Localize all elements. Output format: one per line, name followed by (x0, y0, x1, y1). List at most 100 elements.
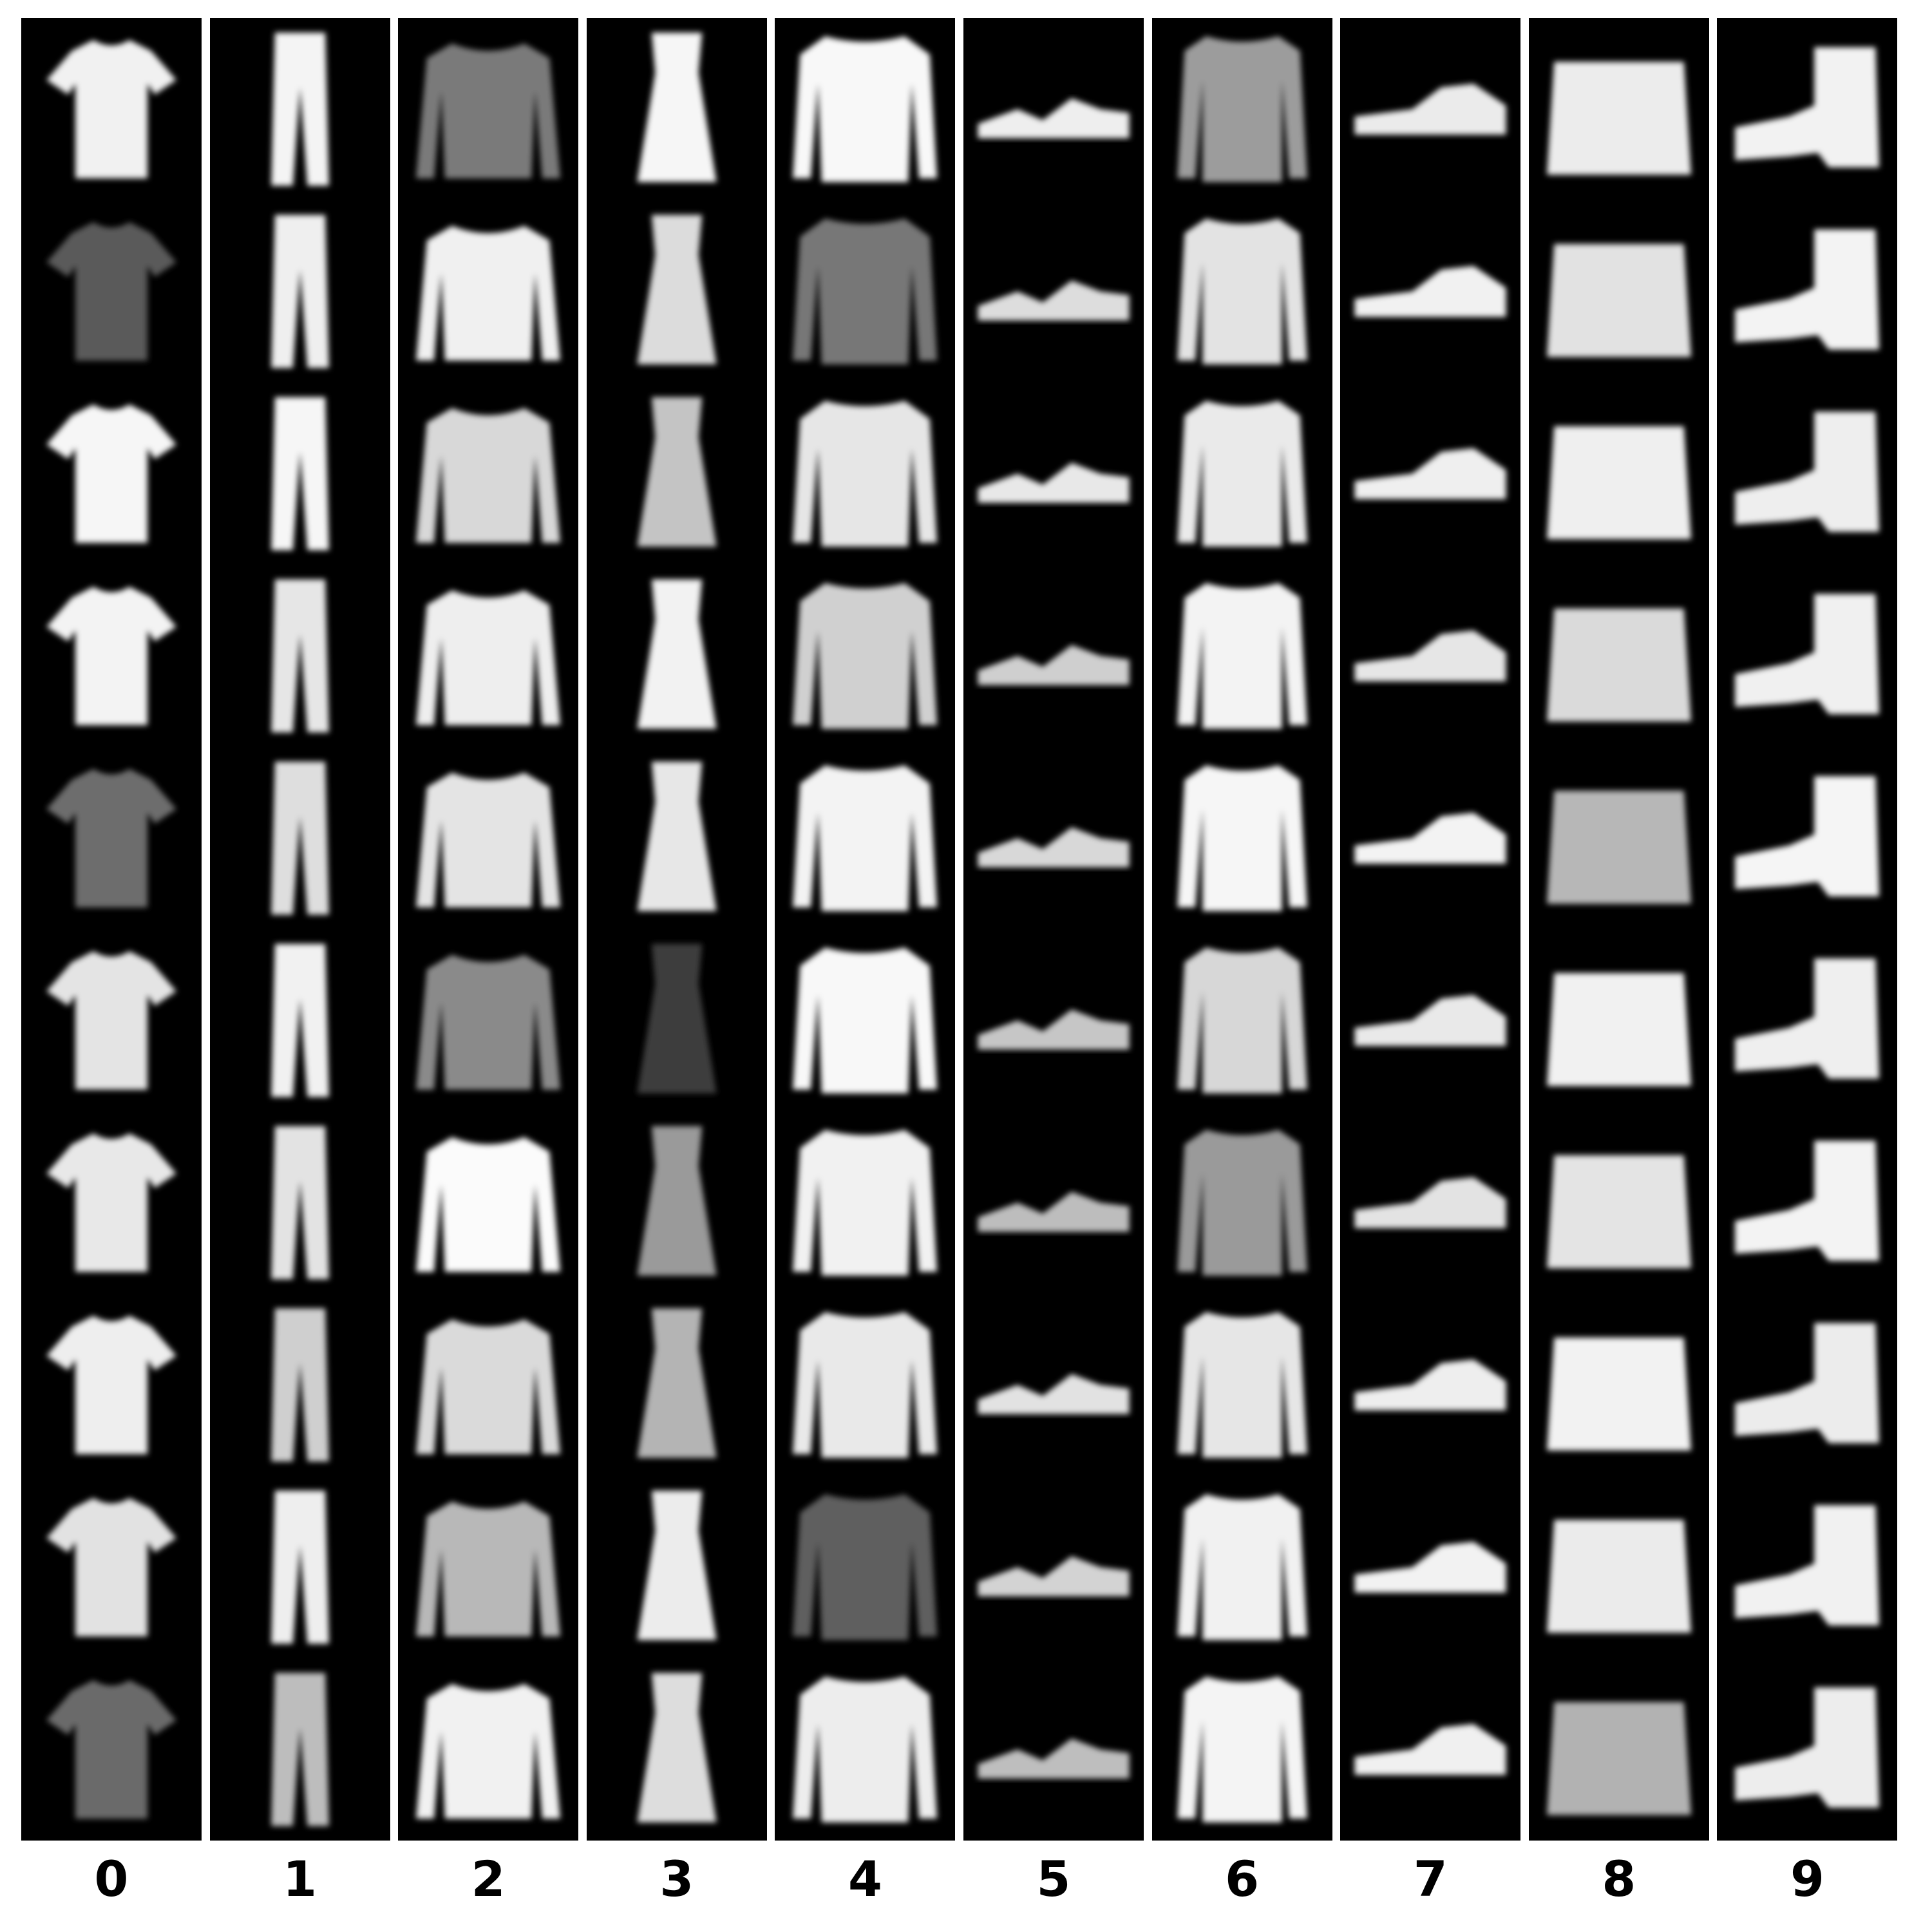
boot-shape (1735, 1323, 1880, 1444)
pullover-shape (416, 772, 561, 908)
sample-image (1152, 929, 1332, 1112)
pullover-sample (416, 43, 561, 179)
sample-image (587, 18, 767, 200)
sample-image (21, 747, 202, 929)
sample-image (1340, 929, 1520, 1112)
sample-image (1152, 200, 1332, 383)
bag-sample (1546, 1155, 1691, 1269)
pullover-shape (416, 590, 561, 726)
trouser-shape (270, 1490, 329, 1644)
trouser-sample (270, 1308, 329, 1462)
sample-image (210, 1476, 390, 1658)
bag-sample (1546, 1519, 1691, 1633)
sandal-shape (978, 98, 1130, 138)
trouser-sample (270, 761, 329, 915)
coat-sample (793, 947, 938, 1094)
sample-image (1340, 565, 1520, 747)
sample-image (587, 565, 767, 747)
sample-image (775, 383, 955, 565)
sample-image (210, 383, 390, 565)
shirt-sample (1177, 765, 1307, 911)
trouser-shape (270, 761, 329, 915)
pullover-sample (416, 1501, 561, 1637)
boot-sample (1735, 1687, 1880, 1808)
sample-image (775, 1658, 955, 1841)
tshirt-sample (46, 1497, 176, 1637)
shirt-sample (1177, 401, 1307, 547)
sample-image (963, 747, 1144, 929)
sample-image (1717, 929, 1897, 1112)
shirt-shape (1177, 947, 1307, 1094)
dress-sample (637, 943, 717, 1094)
dress-sample (637, 761, 717, 911)
pullover-shape (416, 1137, 561, 1273)
image-column-2 (398, 18, 579, 1841)
shirt-shape (1177, 1130, 1307, 1276)
sneaker-sample (1354, 1541, 1506, 1593)
boot-shape (1735, 229, 1880, 350)
coat-shape (793, 765, 938, 911)
boot-shape (1735, 594, 1880, 715)
coat-shape (793, 1676, 938, 1823)
sample-image (1152, 383, 1332, 565)
sandal-sample (978, 1374, 1130, 1414)
pullover-sample (416, 954, 561, 1090)
boot-sample (1735, 412, 1880, 533)
coat-sample (793, 1312, 938, 1458)
bag-sample (1546, 1701, 1691, 1815)
bag-sample (1546, 426, 1691, 540)
trouser-shape (270, 397, 329, 551)
pullover-sample (416, 590, 561, 726)
shirt-shape (1177, 218, 1307, 365)
shirt-shape (1177, 1676, 1307, 1823)
coat-shape (793, 1312, 938, 1458)
sneaker-sample (1354, 1723, 1506, 1776)
image-column-3 (586, 18, 767, 1841)
pullover-shape (416, 1683, 561, 1819)
sample-image (587, 383, 767, 565)
pullover-sample (416, 1683, 561, 1819)
pullover-sample (416, 1137, 561, 1273)
pullover-shape (416, 225, 561, 361)
bag-sample (1546, 972, 1691, 1086)
sample-image (1529, 929, 1709, 1112)
sample-image (398, 565, 578, 747)
coat-sample (793, 218, 938, 365)
dress-shape (637, 214, 717, 365)
dress-sample (637, 1308, 717, 1458)
bag-shape (1546, 1155, 1691, 1269)
trouser-sample (270, 1672, 329, 1826)
sneaker-shape (1354, 994, 1506, 1046)
coat-shape (793, 36, 938, 182)
sneaker-shape (1354, 1359, 1506, 1411)
tshirt-shape (46, 404, 176, 544)
sample-image (1340, 747, 1520, 929)
dress-shape (637, 1126, 717, 1276)
boot-sample (1735, 776, 1880, 897)
sample-image (21, 565, 202, 747)
sneaker-sample (1354, 1177, 1506, 1229)
tshirt-shape (46, 951, 176, 1090)
column-label-9: 9 (1790, 1850, 1824, 1908)
trouser-sample (270, 1126, 329, 1280)
sample-image (1152, 1294, 1332, 1476)
sneaker-sample (1354, 83, 1506, 135)
shirt-shape (1177, 1494, 1307, 1640)
column-label-2: 2 (471, 1850, 506, 1908)
bag-sample (1546, 790, 1691, 904)
dress-sample (637, 1126, 717, 1276)
shirt-sample (1177, 1494, 1307, 1640)
sandal-sample (978, 1738, 1130, 1779)
tshirt-shape (46, 1497, 176, 1637)
bag-shape (1546, 1337, 1691, 1451)
sample-image (398, 1476, 578, 1658)
tshirt-shape (46, 222, 176, 361)
coat-shape (793, 401, 938, 547)
sample-image (21, 1112, 202, 1294)
shirt-sample (1177, 1130, 1307, 1276)
coat-sample (793, 765, 938, 911)
sneaker-shape (1354, 1177, 1506, 1229)
sample-image (398, 383, 578, 565)
coat-shape (793, 583, 938, 729)
trouser-sample (270, 397, 329, 551)
